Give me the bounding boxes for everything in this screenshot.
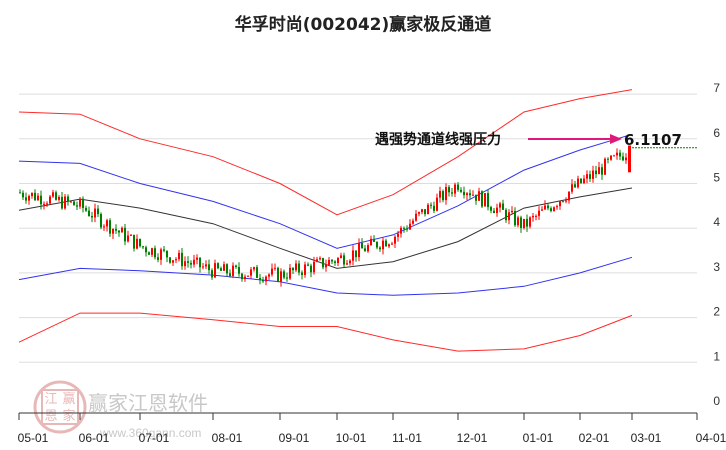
x-tick-label: 12-01	[457, 431, 488, 445]
svg-text:赢: 赢	[62, 391, 75, 407]
candlesticks	[19, 145, 697, 287]
svg-text:江: 江	[44, 392, 57, 407]
y-tick-label: 2	[713, 305, 720, 319]
arrow-head-icon	[610, 134, 622, 144]
annotation-value: 6.1107	[624, 131, 682, 149]
x-tick-label: 07-01	[139, 431, 170, 445]
lower_outer_band-line	[18, 312, 633, 352]
y-tick-label: 0	[713, 394, 720, 408]
y-axis-ticks: 0 1 2 3 4 5 6 7	[713, 81, 720, 408]
x-tick-label: 05-01	[18, 431, 49, 445]
y-tick-label: 1	[713, 349, 720, 363]
lower_inner_band-line	[18, 256, 633, 296]
gridlines	[19, 93, 697, 363]
upper_inner_band-line	[18, 133, 633, 249]
x-tick-label: 08-01	[212, 431, 243, 445]
annotation-label: 遇强势通道线强压力	[375, 131, 501, 148]
pressure-annotation: 遇强势通道线强压力 6.1107	[375, 131, 682, 149]
y-tick-label: 7	[713, 81, 720, 95]
x-tick-label: 10-01	[336, 431, 367, 445]
svg-text:家: 家	[62, 408, 75, 424]
svg-text:赢家江恩软件: 赢家江恩软件	[88, 391, 208, 415]
chart-title: 华孚时尚(002042)赢家极反通道	[234, 15, 492, 35]
x-tick-label: 06-01	[79, 431, 110, 445]
svg-text:www.360gann.com: www.360gann.com	[99, 426, 201, 440]
watermark: 江赢恩 家赢家江恩软件 www.360gann.com	[33, 380, 208, 440]
x-tick-label: 03-01	[631, 431, 662, 445]
x-tick-label: 11-01	[392, 431, 422, 445]
svg-text:恩: 恩	[44, 409, 57, 424]
x-tick-label: 09-01	[279, 431, 310, 445]
x-axis: 05-01 06-01 07-01 08-01 09-01 10-01 11-01 12-01…	[18, 412, 726, 445]
y-tick-label: 6	[713, 126, 720, 140]
x-tick-label: 02-01	[579, 431, 610, 445]
x-tick-label: 01-01	[523, 431, 554, 445]
middle_line-line	[18, 187, 633, 269]
y-tick-label: 5	[713, 171, 720, 185]
band-lines	[18, 89, 633, 352]
upper_outer_band-line	[18, 89, 633, 216]
y-tick-label: 3	[713, 260, 720, 274]
x-tick-label: 04-01	[696, 431, 726, 445]
y-tick-label: 4	[713, 215, 720, 229]
